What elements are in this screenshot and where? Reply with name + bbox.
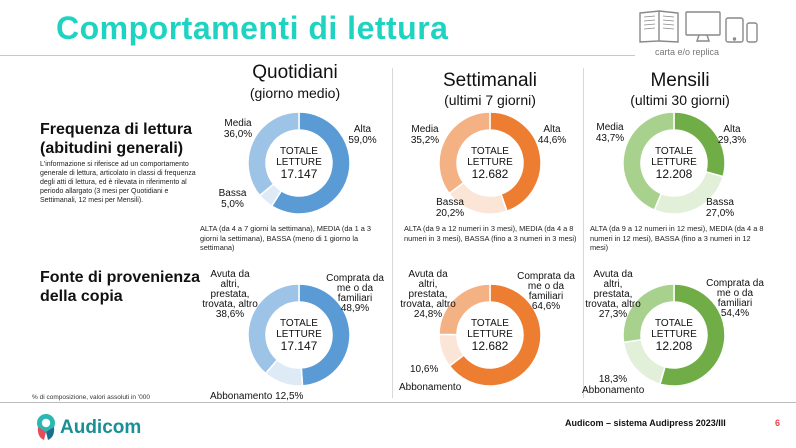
replica-caption: carta e/o replica: [655, 47, 720, 57]
donut-center-line2: LETTURE: [467, 329, 513, 340]
label-mens-comprata: Comprata da me o da familiari 54,4%: [706, 278, 764, 319]
label-sett-abbonamento: Abbonamento: [399, 382, 462, 393]
donut-center-line1: TOTALE: [471, 146, 509, 157]
donut-center-line1: TOTALE: [280, 146, 318, 157]
donut-slice-alta: [270, 111, 351, 215]
donut-slice-comprata: [448, 283, 542, 387]
label-mens-media: Media 43,7%: [595, 122, 625, 144]
page-number: 6: [775, 418, 781, 428]
donut-center-line2: LETTURE: [276, 157, 322, 168]
donut-center-total: 12.208: [656, 167, 693, 181]
label-quot-media: Media 36,0%: [223, 118, 253, 140]
column-title-settimanali: Settimanali: [443, 70, 537, 91]
donut-slice-comprata: [659, 283, 726, 387]
column-divider: [583, 68, 584, 398]
donut-center-line2: LETTURE: [651, 157, 697, 168]
column-title-mensili: Mensili: [650, 70, 710, 91]
donut-center-total: 17.147: [281, 339, 318, 353]
label-quot-abbonamento: Abbonamento 12,5%: [210, 391, 304, 402]
donut-center-line2: LETTURE: [651, 329, 697, 340]
donut-center-line2: LETTURE: [276, 329, 322, 340]
book-icon: [639, 10, 679, 43]
footer-divider: [0, 402, 796, 403]
label-quot-avuta: Avuta da altri, prestata, trovata, altro…: [202, 269, 258, 320]
donut-center-line1: TOTALE: [655, 146, 693, 157]
label-mens-bassa: Bassa 27,0%: [705, 197, 735, 219]
donut-center-line1: TOTALE: [655, 318, 693, 329]
label-sett-abbonamento-pct: 10,6%: [410, 364, 439, 375]
label-sett-media: Media 35,2%: [410, 124, 440, 146]
label-quot-comprata: Comprata da me o da familiari 48,9%: [326, 273, 384, 314]
donut-slice-avuta: [438, 283, 491, 336]
label-sett-bassa: Bassa 20,2%: [435, 197, 465, 219]
donut-slice-comprata: [298, 283, 351, 387]
footer-source: Audicom – sistema Audipress 2023/III: [565, 418, 726, 428]
donut-slice-media: [247, 111, 300, 197]
donut-slice-alta: [489, 111, 542, 213]
label-sett-avuta: Avuta da altri, prestata, trovata, altro…: [400, 269, 456, 320]
label-mens-abbonamento: 18,3% Abbonamento: [582, 374, 645, 396]
column-subtitle-mensili: (ultimi 30 giorni): [630, 92, 730, 108]
column-divider: [392, 68, 393, 398]
device-icons: [637, 5, 762, 47]
title-divider: [0, 55, 635, 56]
column-title-quotidiani: Quotidiani: [252, 62, 338, 83]
tablet-icon: [725, 17, 744, 43]
donut-slice-avuta: [247, 283, 300, 375]
label-quot-bassa: Bassa 5,0%: [218, 188, 247, 210]
donut-slice-avuta: [622, 283, 675, 344]
audicom-logo-icon: [34, 413, 58, 441]
row-title-frequenza: Frequenza di lettura (abitudini generali…: [40, 121, 193, 157]
donut-center-total: 17.147: [281, 167, 318, 181]
donut-center-total: 12.208: [656, 339, 693, 353]
donut-center-line1: TOTALE: [471, 318, 509, 329]
label-sett-alta: Alta 44,6%: [537, 124, 567, 146]
donut-center-total: 12.682: [472, 167, 509, 181]
legend-mensili: ALTA (da 9 a 12 numeri in 12 mesi), MEDI…: [590, 224, 764, 252]
monitor-icon: [685, 11, 721, 42]
label-quot-alta: Alta 59,0%: [348, 124, 377, 146]
brand-name: Audicom: [60, 417, 142, 438]
donut-center-total: 12.682: [472, 339, 509, 353]
legend-settimanali: ALTA (da 9 a 12 numeri in 3 mesi), MEDIA…: [404, 224, 577, 243]
column-subtitle-settimanali: (ultimi 7 giorni): [444, 92, 536, 108]
replica-device-icons: [639, 10, 758, 43]
label-mens-avuta: Avuta da altri, prestata, trovata, altro…: [585, 269, 641, 320]
row-title-fonte: Fonte di provenienza della copia: [40, 269, 201, 305]
label-mens-alta: Alta 29,3%: [717, 124, 747, 146]
donut-center-line2: LETTURE: [467, 157, 513, 168]
footnote: % di composizione, valori assoluti in '0…: [32, 394, 150, 401]
phone-icon: [746, 22, 758, 43]
donut-slice-media: [438, 111, 491, 195]
page-title: Comportamenti di lettura: [56, 10, 449, 46]
column-subtitle-quotidiani: (giorno medio): [249, 85, 341, 101]
label-sett-comprata: Comprata da me o da familiari 64,6%: [517, 271, 575, 312]
donut-center-line1: TOTALE: [280, 318, 318, 329]
legend-quotidiani: ALTA (da 4 a 7 giorni la settimana), MED…: [200, 224, 372, 252]
row-note-frequenza: L'informazione si riferisce ad un compor…: [40, 161, 196, 204]
donut-slice-media: [622, 111, 675, 212]
